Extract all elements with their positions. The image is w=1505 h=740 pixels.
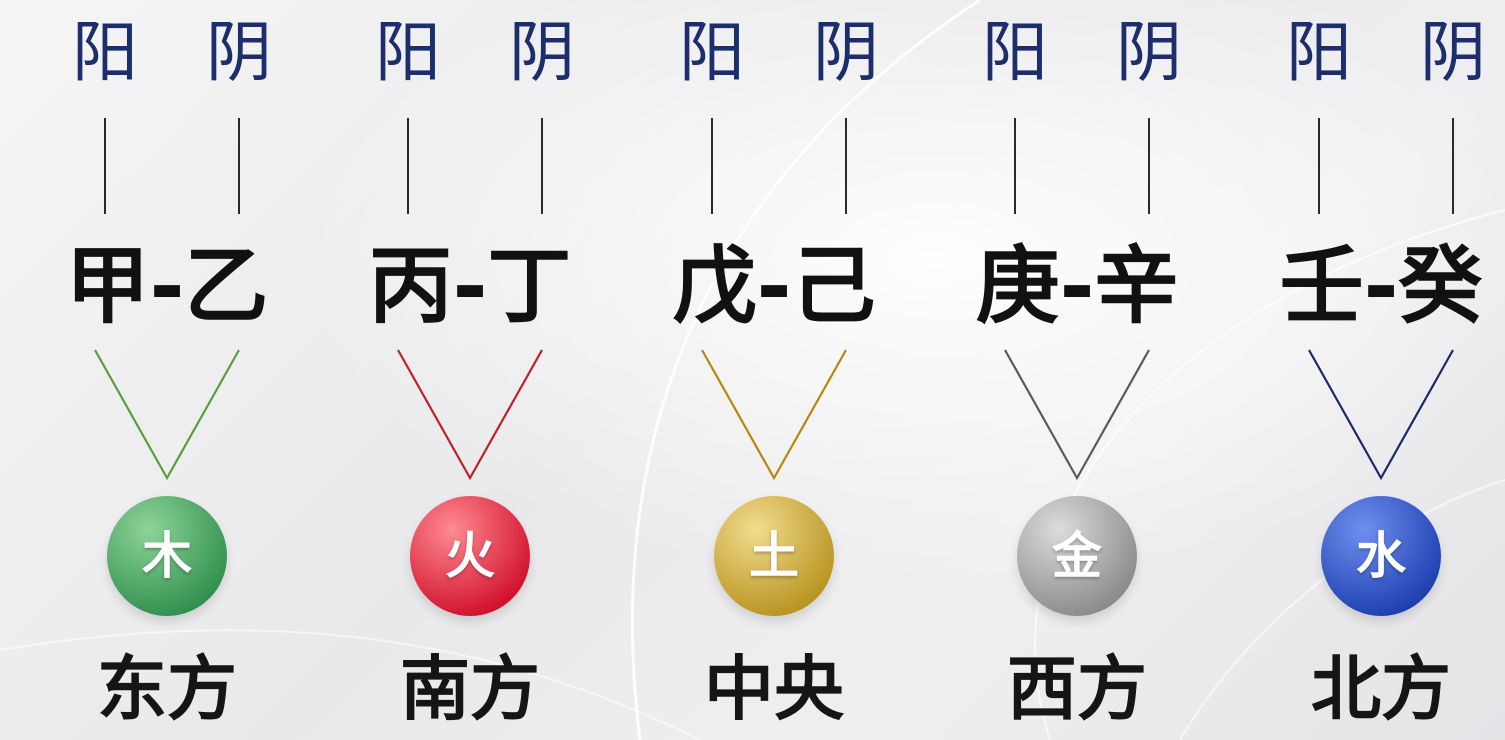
yin-connector: [541, 118, 543, 214]
element-ball-metal: 金: [1017, 496, 1137, 616]
element-ball-fire: 火: [410, 496, 530, 616]
yin-label: 阴: [509, 14, 575, 91]
direction-label: 南方: [400, 648, 540, 730]
element-connector: [397, 349, 543, 480]
element-label: 土: [749, 527, 799, 585]
yang-label: 阳: [1286, 14, 1352, 91]
yang-label: 阳: [679, 14, 745, 91]
yang-connector: [1318, 118, 1320, 214]
element-connector: [701, 349, 847, 480]
element-ball-earth: 土: [714, 496, 834, 616]
yang-label: 阳: [982, 14, 1048, 91]
yin-label: 阴: [813, 14, 879, 91]
element-ball-wood: 木: [107, 496, 227, 616]
yang-connector: [711, 118, 713, 214]
yin-connector: [1148, 118, 1150, 214]
element-label: 水: [1356, 527, 1406, 585]
element-label: 火: [445, 527, 495, 585]
yin-connector: [238, 118, 240, 214]
element-label: 木: [142, 527, 192, 585]
element-connector: [1004, 349, 1150, 480]
yang-label: 阳: [375, 14, 441, 91]
yang-connector: [1014, 118, 1016, 214]
yang-label: 阳: [72, 14, 138, 91]
yin-label: 阴: [1420, 14, 1486, 91]
heavenly-stems-pair: 丙-丁: [368, 237, 572, 335]
element-connector: [94, 349, 240, 480]
group-wood: 阳 阴 甲-乙 木 东方: [52, 0, 282, 740]
direction-label: 北方: [1311, 648, 1451, 730]
yin-connector: [845, 118, 847, 214]
direction-label: 中央: [704, 648, 844, 730]
element-ball-water: 水: [1321, 496, 1441, 616]
yin-label: 阴: [1116, 14, 1182, 91]
group-fire: 阳 阴 丙-丁 火 南方: [355, 0, 585, 740]
group-metal: 阳 阴 庚-辛 金 西方: [962, 0, 1192, 740]
heavenly-stems-pair: 庚-辛: [975, 237, 1179, 335]
heavenly-stems-pair: 壬-癸: [1279, 237, 1483, 335]
yang-connector: [104, 118, 106, 214]
element-label: 金: [1052, 527, 1102, 585]
group-water: 阳 阴 壬-癸 水 北方: [1266, 0, 1496, 740]
yin-label: 阴: [206, 14, 272, 91]
direction-label: 东方: [97, 648, 237, 730]
heavenly-stems-pair: 戊-己: [672, 237, 876, 335]
heavenly-stems-pair: 甲-乙: [65, 237, 269, 335]
yin-connector: [1452, 118, 1454, 214]
yang-connector: [407, 118, 409, 214]
group-earth: 阳 阴 戊-己 土 中央: [659, 0, 889, 740]
direction-label: 西方: [1007, 648, 1147, 730]
element-connector: [1308, 349, 1454, 480]
